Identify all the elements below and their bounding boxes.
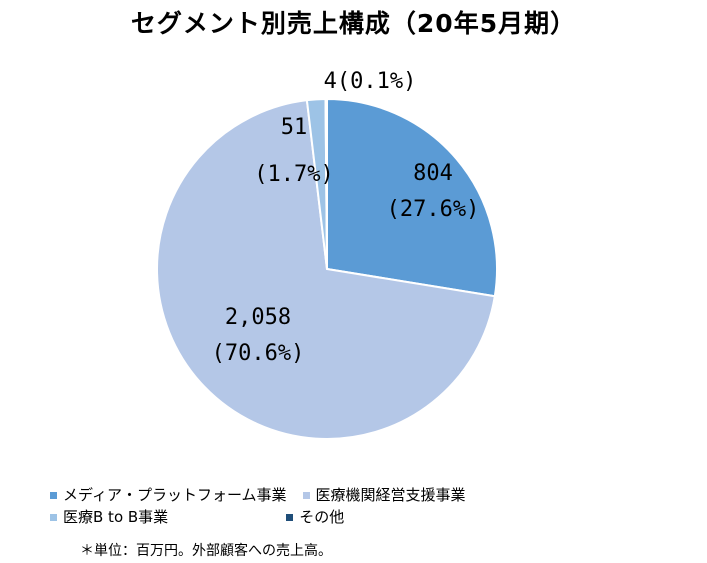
pie-slice	[324, 97, 328, 270]
legend-item-clinic-support: 医療機関経営支援事業	[302, 484, 466, 506]
chart-title: セグメント別売上構成（20年5月期）	[130, 9, 577, 38]
legend-item-other: その他	[286, 506, 344, 528]
legend-swatch	[286, 513, 294, 521]
footnote: ＊単位：百万円。外部顧客への売上高。	[80, 543, 332, 559]
legend-label: 医療機関経営支援事業	[315, 486, 466, 504]
legend-swatch	[302, 491, 310, 499]
pie-slice	[326, 97, 498, 298]
legend-swatch	[50, 513, 57, 521]
pie-slice	[156, 99, 496, 440]
legend-label: 医療B to B事業	[63, 508, 169, 526]
data-label-value: 51	[281, 115, 308, 140]
legend: メディア・プラットフォーム事業 医療機関経営支援事業 医療B to B事業 その…	[50, 484, 610, 528]
legend-row: メディア・プラットフォーム事業 医療機関経営支援事業	[50, 484, 610, 506]
data-label-percent: (70.6%)	[212, 341, 305, 366]
pie-chart: 804 (27.6%) 2,058 (70.6%) 51 (1.7%) 4(0.1%)	[156, 69, 498, 440]
legend-swatch	[50, 491, 57, 499]
data-label: 4(0.1%)	[324, 69, 417, 94]
legend-row: 医療B to B事業 その他	[50, 506, 610, 528]
legend-label: メディア・プラットフォーム事業	[63, 486, 287, 504]
data-label-percent: (1.7%)	[254, 162, 333, 187]
legend-item-medical-b2b: 医療B to B事業	[50, 506, 168, 528]
legend-label: その他	[299, 508, 345, 526]
legend-item-media-platform: メディア・プラットフォーム事業	[50, 484, 287, 506]
data-label-percent: (27.6%)	[387, 197, 480, 222]
data-label-value: 2,058	[225, 305, 291, 330]
data-label-value: 804	[413, 161, 453, 186]
